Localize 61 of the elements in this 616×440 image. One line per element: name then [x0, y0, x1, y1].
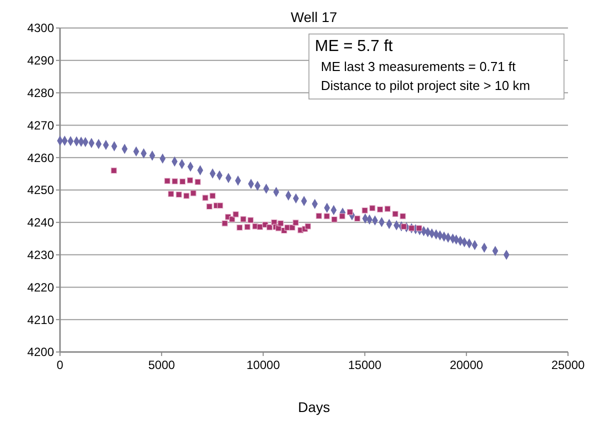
point: [187, 177, 194, 184]
point: [316, 212, 322, 219]
point: [392, 210, 398, 218]
point: [400, 213, 406, 220]
point: [324, 213, 330, 220]
point: [206, 203, 212, 210]
point: [278, 220, 284, 226]
point: [217, 202, 224, 209]
y-tick-label: 4270: [27, 118, 54, 132]
y-tick-label: 4280: [27, 86, 54, 100]
point: [210, 192, 216, 199]
point: [183, 192, 190, 199]
point: [176, 191, 182, 198]
point: [202, 194, 208, 201]
y-tick-label: 4300: [27, 21, 54, 36]
point: [266, 224, 273, 230]
point: [244, 224, 250, 230]
point: [354, 215, 360, 222]
y-tick-label: 4260: [27, 150, 54, 165]
y-tick-label: 4290: [27, 54, 54, 68]
x-tick-label: 10000: [246, 358, 280, 372]
point: [377, 206, 384, 212]
x-tick-label: 5000: [148, 358, 176, 372]
point: [346, 208, 354, 216]
y-tick-label: 4220: [27, 280, 54, 294]
point: [110, 168, 117, 174]
x-tick-label: 15000: [348, 358, 382, 372]
point: [248, 217, 254, 224]
annotation: ME = 5.7 ft: [314, 38, 394, 55]
x-tick-label: 0: [56, 358, 64, 372]
point: [236, 224, 243, 231]
point: [400, 224, 407, 230]
point: [304, 223, 311, 230]
y-tick-label: 4210: [27, 312, 54, 327]
point: [240, 216, 246, 222]
y-tick-label: 4230: [27, 248, 54, 262]
annotation: Distance to pilot project site > 10 km: [320, 78, 530, 93]
y-tick-label: 4250: [27, 183, 54, 198]
point: [339, 213, 346, 220]
point: [416, 225, 422, 232]
chart-title: Well 17: [290, 9, 338, 25]
y-tick-label: 4200: [27, 345, 54, 360]
point: [292, 220, 299, 226]
x-tick-label: 20000: [450, 358, 484, 372]
point: [164, 178, 170, 184]
point: [194, 178, 201, 185]
annotation: ME last 3 measurements = 0.71 ft: [320, 59, 516, 74]
point: [179, 178, 186, 185]
point: [384, 206, 391, 212]
point: [222, 220, 228, 226]
x-tick-label: 25000: [551, 358, 586, 372]
point: [172, 178, 178, 184]
point: [168, 190, 174, 197]
point: [289, 224, 296, 231]
y-tick-label: 4240: [27, 216, 54, 230]
x-axis-title: Days: [298, 399, 330, 415]
point: [232, 211, 239, 218]
point: [190, 190, 196, 196]
point: [331, 216, 338, 223]
point: [369, 205, 376, 212]
point: [362, 207, 368, 214]
